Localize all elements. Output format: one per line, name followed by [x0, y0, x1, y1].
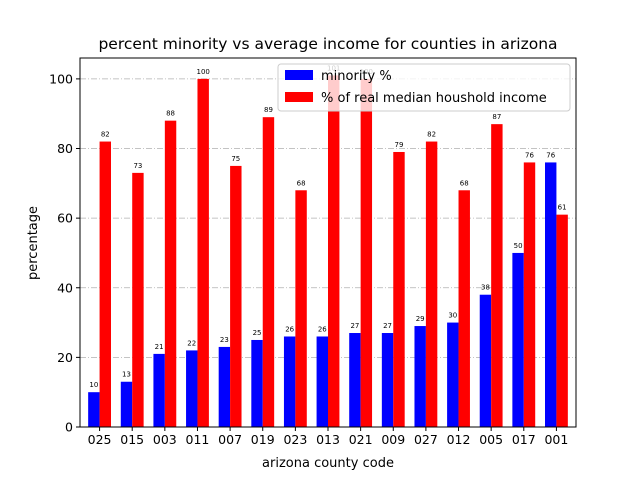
bar-value-label: 75	[231, 155, 240, 163]
bars	[88, 75, 568, 428]
chart-title: percent minority vs average income for c…	[98, 35, 557, 53]
bar-income	[132, 172, 144, 427]
bar-minority	[479, 294, 492, 427]
bar-minority	[88, 392, 100, 427]
legend-label-minority: minority %	[321, 69, 392, 84]
bar-value-label: 82	[427, 131, 436, 139]
y-tick-label: 40	[57, 280, 73, 295]
bar-minority	[349, 333, 361, 427]
bar-value-label: 61	[558, 204, 567, 212]
bar-value-label: 23	[220, 336, 229, 344]
x-tick-label: 015	[120, 432, 144, 447]
x-tick-label: 019	[251, 432, 275, 447]
bar-value-label: 25	[253, 329, 262, 337]
bar-value-label: 76	[525, 151, 534, 159]
bar-value-label: 38	[481, 284, 490, 292]
y-tick-label: 20	[57, 350, 73, 365]
bar-minority	[414, 326, 426, 427]
bar-value-labels: 10 13 21 22 23 25 26 26 27 27 29 30 38 50 76 82 73 88 100 7…	[89, 64, 566, 389]
bar-value-label: 76	[546, 151, 555, 159]
bar-value-label: 30	[448, 312, 457, 320]
x-tick-label: 007	[218, 432, 242, 447]
y-tick-label: 0	[65, 420, 73, 435]
y-tick-label: 80	[57, 141, 73, 156]
bar-value-label: 68	[297, 179, 306, 187]
bar-income	[556, 214, 568, 427]
x-axis: 025 015 003 011 007 019 023 013 021 009 027 012 005 0…	[88, 427, 568, 447]
x-axis-label: arizona county code	[262, 456, 394, 471]
bar-value-label: 13	[122, 371, 131, 379]
bar-value-label: 73	[133, 162, 142, 170]
legend: minority % % of real median houshold inc…	[277, 63, 571, 112]
bar-income	[328, 75, 340, 427]
bar-value-label: 27	[383, 322, 392, 330]
legend-swatch-minority	[285, 70, 313, 80]
bar-minority	[316, 336, 328, 427]
x-tick-label: 025	[88, 432, 112, 447]
y-axis: 0 20 40 60 80 100	[49, 71, 80, 435]
bar-value-label: 68	[460, 179, 469, 187]
bar-income	[295, 190, 307, 427]
y-tick-label: 100	[49, 71, 73, 86]
bar-value-label: 10	[89, 381, 98, 389]
x-tick-label: 023	[283, 432, 307, 447]
x-tick-label: 005	[479, 432, 503, 447]
bar-value-label: 26	[285, 325, 294, 333]
x-tick-label: 017	[512, 432, 536, 447]
x-tick-label: 012	[447, 432, 471, 447]
bar-value-label: 79	[395, 141, 404, 149]
bar-income	[458, 190, 470, 427]
bar-value-label: 87	[492, 113, 501, 121]
bar-value-label: 26	[318, 325, 327, 333]
bar-income	[425, 141, 438, 427]
bar-value-label: 50	[514, 242, 523, 250]
bar-minority	[120, 381, 133, 427]
bar-value-label: 82	[101, 131, 110, 139]
bar-value-label: 29	[416, 315, 425, 323]
x-tick-label: 001	[544, 432, 568, 447]
bar-income	[164, 120, 177, 428]
bar-income	[393, 151, 405, 427]
bar-minority	[512, 252, 524, 427]
bar-minority	[186, 350, 198, 427]
bar-value-label: 22	[187, 339, 196, 347]
bar-minority	[545, 162, 557, 427]
x-tick-label: 013	[316, 432, 340, 447]
x-tick-label: 021	[349, 432, 373, 447]
x-tick-label: 009	[381, 432, 405, 447]
x-tick-label: 011	[186, 432, 210, 447]
bar-minority	[447, 322, 459, 427]
legend-label-income: % of real median houshold income	[321, 91, 547, 106]
legend-box	[277, 63, 571, 112]
bar-minority	[153, 353, 165, 427]
x-tick-label: 003	[153, 432, 177, 447]
y-tick-label: 60	[57, 211, 73, 226]
bar-income	[99, 141, 111, 427]
bar-income	[230, 165, 242, 427]
bar-value-label: 88	[166, 110, 175, 118]
bar-minority	[283, 336, 296, 427]
bar-minority	[251, 339, 263, 427]
bar-minority	[381, 333, 394, 427]
bar-income	[523, 162, 536, 427]
bar-income	[262, 117, 275, 427]
bar-minority	[218, 346, 231, 427]
bar-income	[491, 124, 503, 427]
bar-value-label: 89	[264, 106, 273, 114]
y-axis-label: percentage	[26, 206, 41, 280]
bar-value-label: 27	[350, 322, 359, 330]
legend-swatch-income	[285, 92, 313, 102]
bar-value-label: 21	[155, 343, 164, 351]
x-tick-label: 027	[414, 432, 438, 447]
bar-value-label: 100	[196, 68, 209, 76]
bar-income	[197, 78, 209, 428]
bar-income	[360, 78, 373, 428]
